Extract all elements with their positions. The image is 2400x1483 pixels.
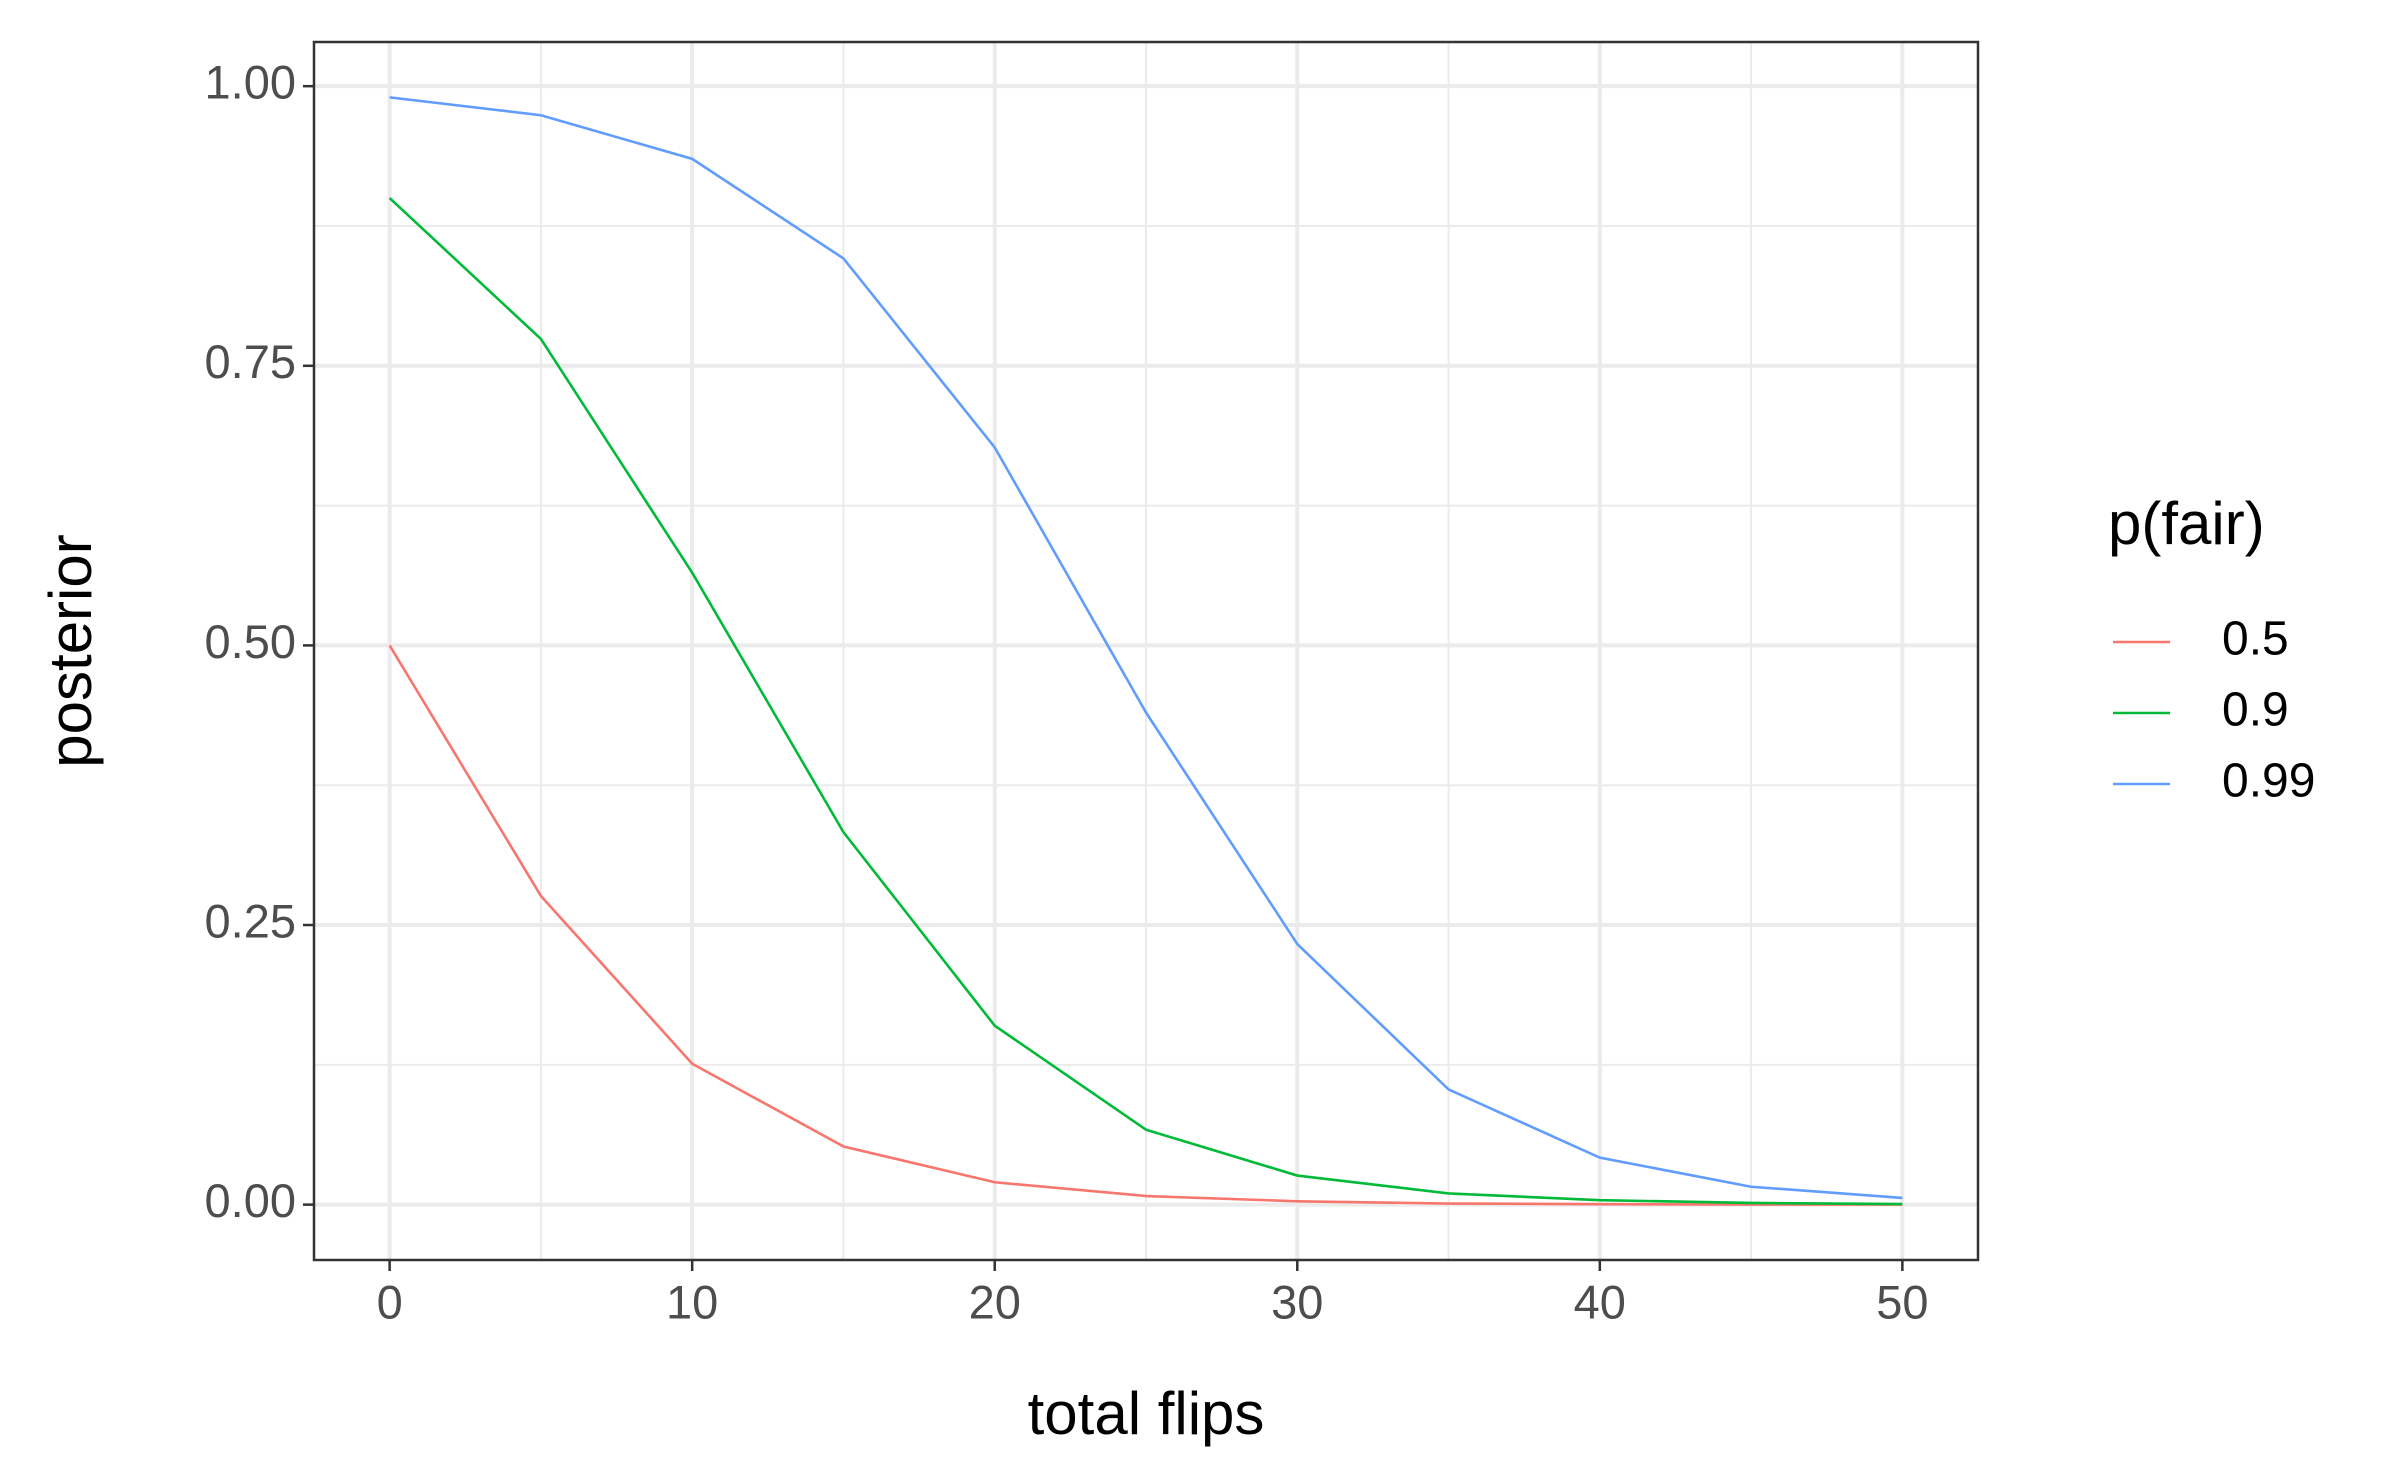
x-tick-label: 20 — [969, 1275, 1021, 1328]
legend-label: 0.99 — [2222, 755, 2315, 808]
x-tick-label: 50 — [1876, 1275, 1928, 1328]
legend-label: 0.9 — [2222, 684, 2289, 737]
x-axis-title: total flips — [1028, 1380, 1265, 1447]
y-tick-label: 0.50 — [205, 615, 296, 668]
series-line — [389, 96, 1903, 1200]
series-line — [388, 644, 1903, 1206]
legend-title: p(fair) — [2108, 490, 2265, 557]
legend-label: 0.5 — [2222, 613, 2289, 666]
x-tick-label: 40 — [1574, 1275, 1626, 1328]
y-tick-label: 0.00 — [205, 1174, 296, 1227]
series-line — [388, 197, 1903, 1206]
panel-border — [312, 40, 1980, 1262]
y-tick-label: 0.25 — [205, 894, 296, 947]
y-axis-title: posterior — [37, 534, 104, 767]
x-tick-label: 30 — [1271, 1275, 1323, 1328]
x-tick-label: 0 — [377, 1275, 403, 1328]
y-tick-label: 1.00 — [205, 56, 296, 109]
y-tick-label: 0.75 — [205, 335, 296, 388]
x-tick-label: 10 — [666, 1275, 718, 1328]
